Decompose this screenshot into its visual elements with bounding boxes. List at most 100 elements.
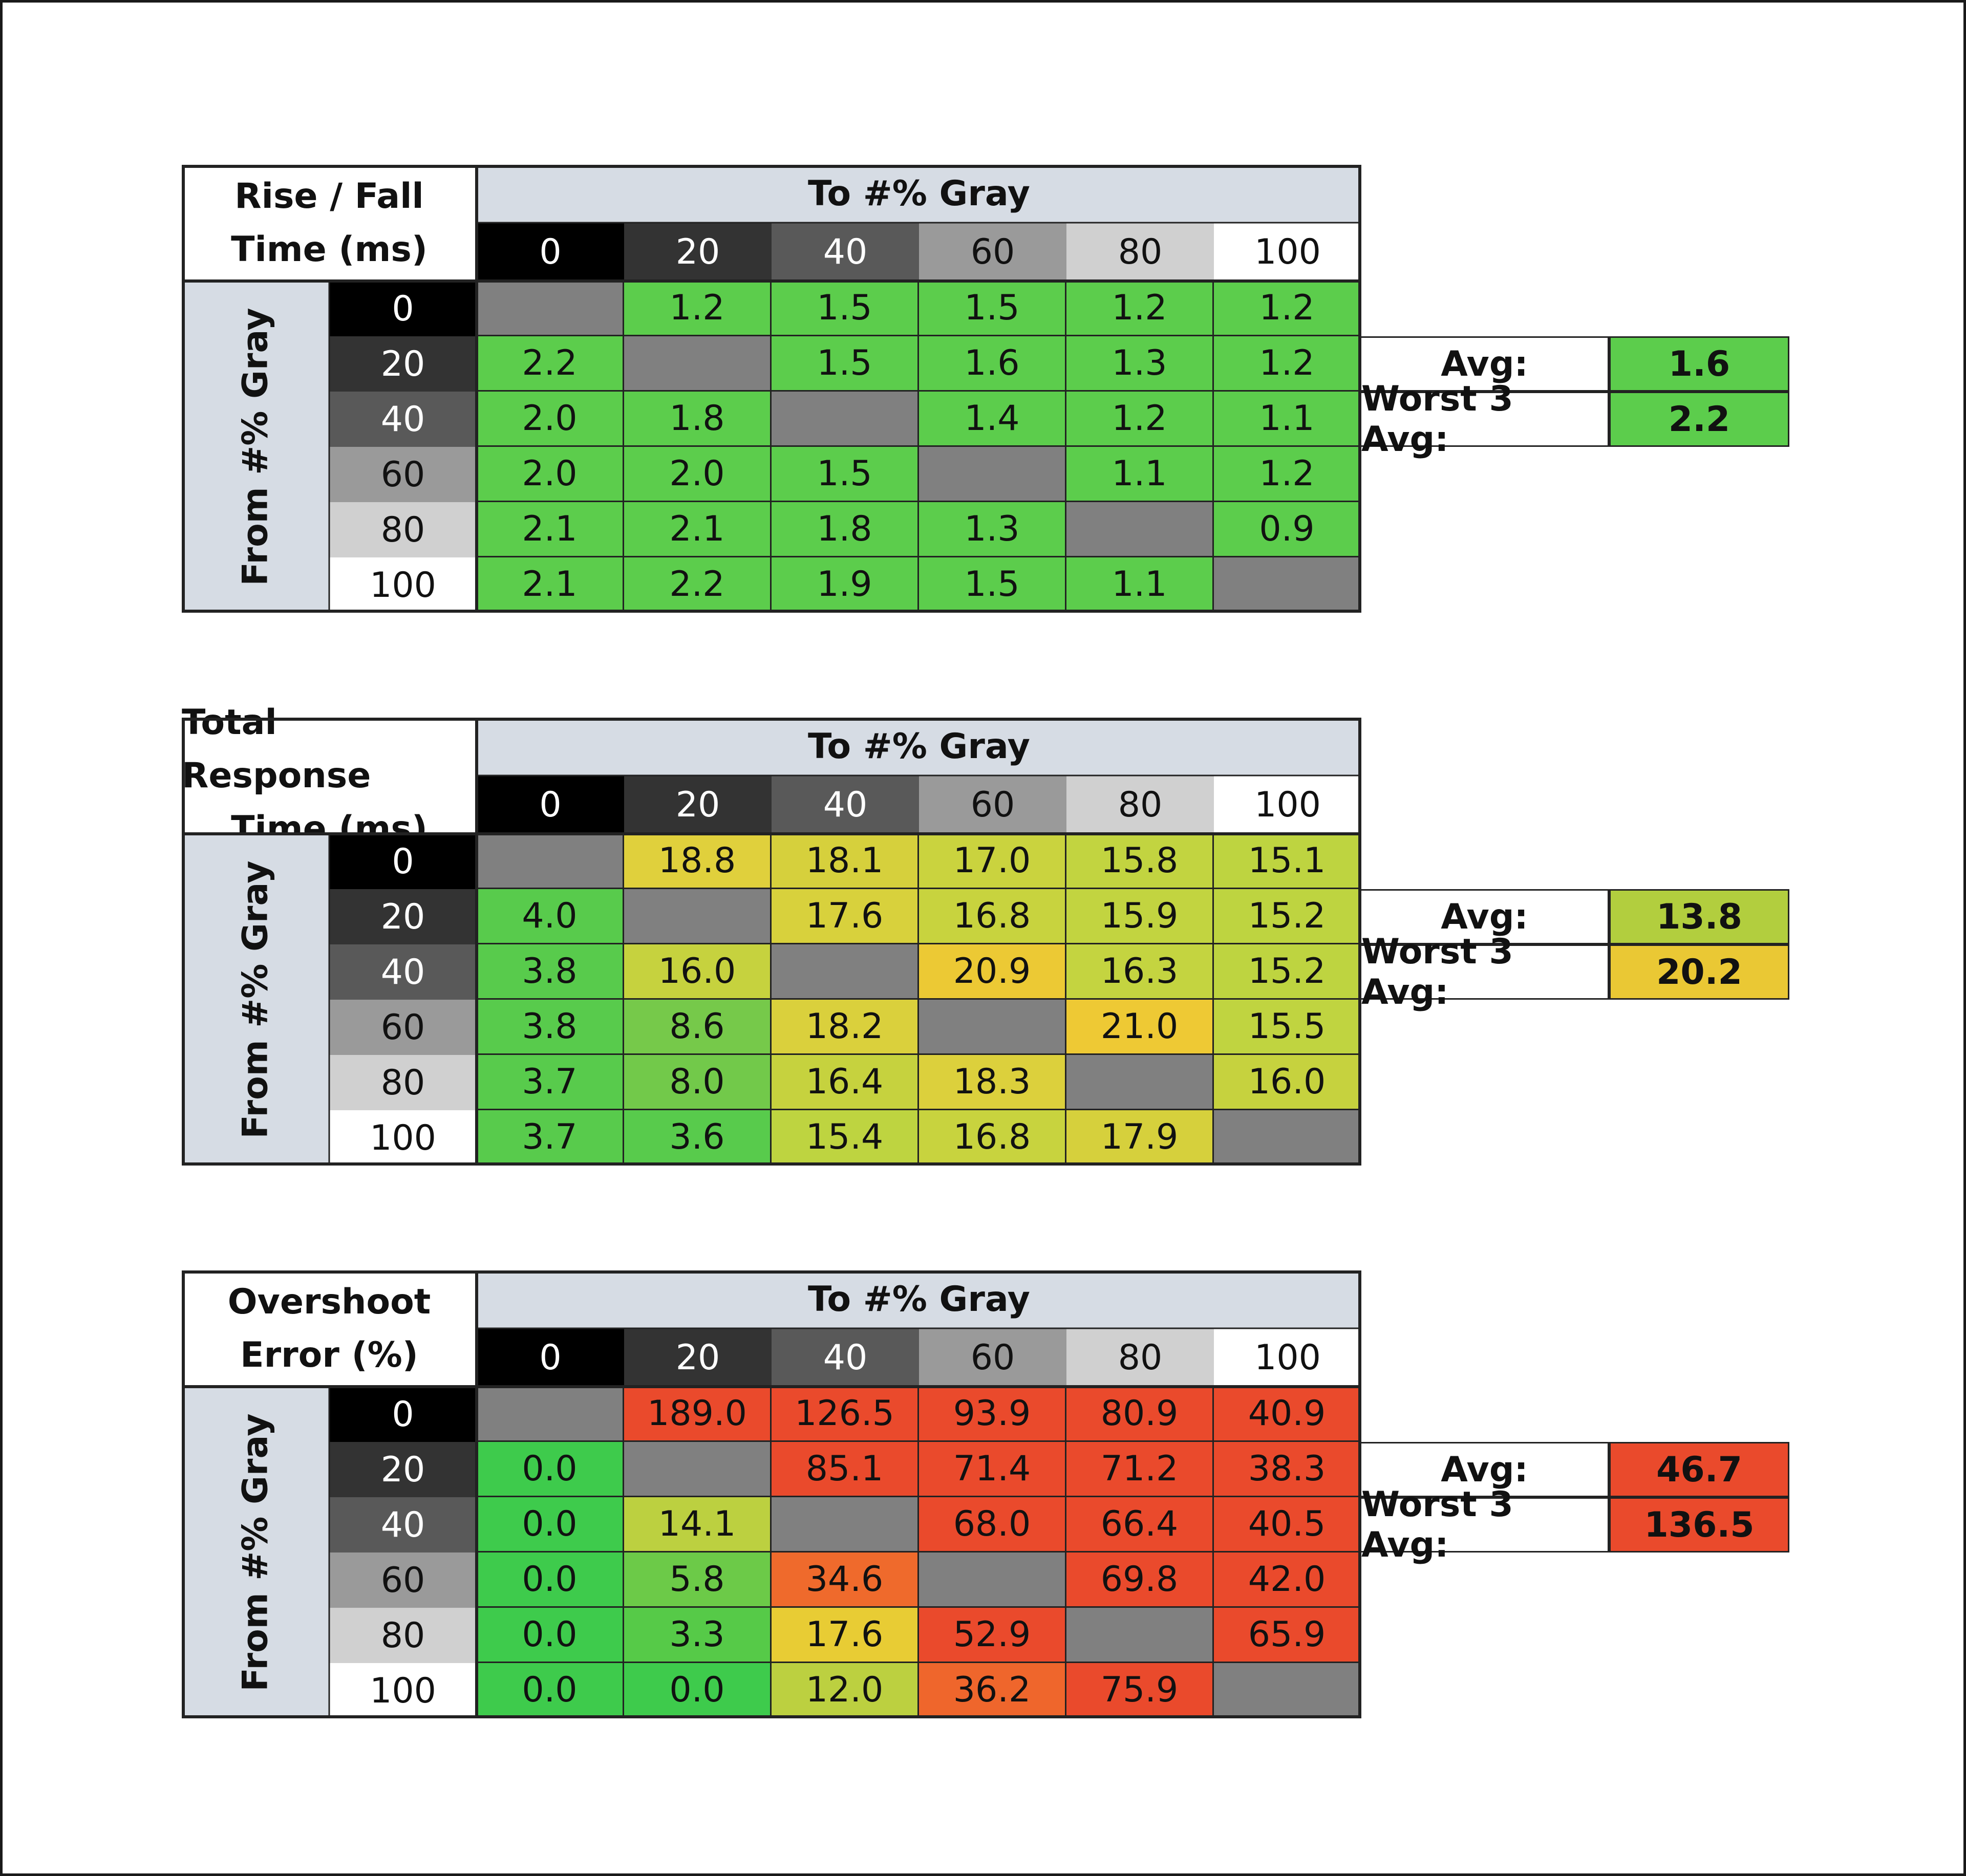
row-header-40: 40 [329, 944, 477, 1000]
cell-from-60-to-100: 42.0 [1214, 1552, 1361, 1608]
cell-from-20-to-100: 15.2 [1214, 889, 1361, 944]
col-header-40: 40 [772, 223, 919, 281]
cell-from-40-to-60: 1.4 [919, 392, 1066, 447]
cell-from-80-to-20: 2.1 [624, 502, 772, 557]
cell-from-0-to-60: 93.9 [919, 1387, 1066, 1442]
cell-from-60-to-60 [919, 447, 1066, 502]
cell-from-60-to-40: 1.5 [772, 447, 919, 502]
cell-from-0-to-0 [477, 281, 624, 336]
col-header-60: 60 [919, 775, 1066, 834]
cell-from-60-to-80: 69.8 [1066, 1552, 1214, 1608]
cell-from-20-to-100: 38.3 [1214, 1442, 1361, 1497]
cell-from-80-to-80 [1066, 502, 1214, 557]
to-gray-header: To #% Gray [477, 165, 1361, 223]
cell-from-100-to-40: 1.9 [772, 557, 919, 613]
cell-from-0-to-0 [477, 1387, 624, 1442]
cell-from-0-to-0 [477, 834, 624, 889]
cell-from-40-to-100: 15.2 [1214, 944, 1361, 1000]
row-header-80: 80 [329, 1055, 477, 1110]
row-header-0: 0 [329, 834, 477, 889]
cell-from-80-to-0: 3.7 [477, 1055, 624, 1110]
cell-from-40-to-20: 14.1 [624, 1497, 772, 1552]
to-gray-header: To #% Gray [477, 718, 1361, 775]
cell-from-60-to-20: 2.0 [624, 447, 772, 502]
avg-label: Avg: [1361, 1442, 1609, 1497]
cell-from-60-to-60 [919, 1552, 1066, 1608]
cell-from-0-to-20: 189.0 [624, 1387, 772, 1442]
cell-from-40-to-80: 66.4 [1066, 1497, 1214, 1552]
cell-from-40-to-80: 1.2 [1066, 392, 1214, 447]
avg-value: 13.8 [1609, 889, 1789, 944]
cell-from-40-to-20: 16.0 [624, 944, 772, 1000]
row-header-100: 100 [329, 1663, 477, 1718]
from-gray-header: From #% Gray [182, 281, 329, 613]
from-gray-header: From #% Gray [182, 834, 329, 1166]
cell-from-60-to-20: 8.6 [624, 1000, 772, 1055]
col-header-20: 20 [624, 223, 772, 281]
cell-from-40-to-100: 40.5 [1214, 1497, 1361, 1552]
row-header-60: 60 [329, 447, 477, 502]
worst-3-avg-value: 136.5 [1609, 1497, 1789, 1552]
cell-from-80-to-100: 0.9 [1214, 502, 1361, 557]
col-header-0: 0 [477, 223, 624, 281]
cell-from-100-to-100 [1214, 1663, 1361, 1718]
cell-from-40-to-60: 20.9 [919, 944, 1066, 1000]
cell-from-60-to-0: 3.8 [477, 1000, 624, 1055]
cell-from-40-to-0: 0.0 [477, 1497, 624, 1552]
cell-from-20-to-40: 17.6 [772, 889, 919, 944]
avg-label: Avg: [1361, 336, 1609, 392]
row-header-80: 80 [329, 1608, 477, 1663]
cell-from-0-to-80: 15.8 [1066, 834, 1214, 889]
stats-panel: Avg: 13.8 Worst 3 Avg: 20.2 [1361, 889, 1789, 1012]
from-gray-label: From #% Gray [235, 308, 276, 586]
cell-from-0-to-60: 1.5 [919, 281, 1066, 336]
cell-from-100-to-60: 36.2 [919, 1663, 1066, 1718]
cell-from-60-to-100: 1.2 [1214, 447, 1361, 502]
cell-from-20-to-0: 0.0 [477, 1442, 624, 1497]
cell-from-0-to-100: 1.2 [1214, 281, 1361, 336]
row-header-80: 80 [329, 502, 477, 557]
overshoot-error-grid: Overshoot Error (%) To #% Gray From #% G… [182, 1270, 1361, 1718]
table-title: Total Response Time (ms) [182, 702, 477, 849]
col-header-80: 80 [1066, 223, 1214, 281]
cell-from-40-to-20: 1.8 [624, 392, 772, 447]
cell-from-0-to-20: 18.8 [624, 834, 772, 889]
cell-from-80-to-100: 16.0 [1214, 1055, 1361, 1110]
table-title-line-1: Rise / Fall [234, 176, 424, 217]
from-gray-header: From #% Gray [182, 1387, 329, 1718]
cell-from-80-to-0: 2.1 [477, 502, 624, 557]
total-response-table: Total Response Time (ms) To #% Gray From… [182, 702, 1789, 1166]
row-header-40: 40 [329, 1497, 477, 1552]
cell-from-100-to-20: 0.0 [624, 1663, 772, 1718]
cell-from-100-to-60: 16.8 [919, 1110, 1066, 1166]
cell-from-20-to-0: 4.0 [477, 889, 624, 944]
worst-3-avg-label: Worst 3 Avg: [1361, 379, 1609, 460]
cell-from-80-to-20: 8.0 [624, 1055, 772, 1110]
cell-from-0-to-20: 1.2 [624, 281, 772, 336]
col-header-100: 100 [1214, 775, 1361, 834]
cell-from-0-to-40: 126.5 [772, 1387, 919, 1442]
row-header-100: 100 [329, 1110, 477, 1166]
cell-from-0-to-100: 15.1 [1214, 834, 1361, 889]
cell-from-100-to-80: 75.9 [1066, 1663, 1214, 1718]
cell-from-80-to-80 [1066, 1055, 1214, 1110]
cell-from-80-to-40: 16.4 [772, 1055, 919, 1110]
cell-from-20-to-100: 1.2 [1214, 336, 1361, 392]
cell-from-20-to-20 [624, 336, 772, 392]
col-header-0: 0 [477, 1328, 624, 1387]
col-header-60: 60 [919, 1328, 1066, 1387]
from-gray-label: From #% Gray [235, 1413, 276, 1692]
rise-fall-grid: Rise / Fall Time (ms) To #% Gray From #%… [182, 165, 1361, 613]
col-header-40: 40 [772, 775, 919, 834]
cell-from-60-to-0: 2.0 [477, 447, 624, 502]
worst-3-avg-label: Worst 3 Avg: [1361, 932, 1609, 1012]
cell-from-60-to-20: 5.8 [624, 1552, 772, 1608]
cell-from-40-to-0: 2.0 [477, 392, 624, 447]
col-header-100: 100 [1214, 223, 1361, 281]
cell-from-80-to-20: 3.3 [624, 1608, 772, 1663]
cell-from-0-to-60: 17.0 [919, 834, 1066, 889]
table-title-line-1: Overshoot [227, 1281, 431, 1322]
cell-from-40-to-60: 68.0 [919, 1497, 1066, 1552]
table-title: Rise / Fall Time (ms) [182, 165, 477, 281]
cell-from-40-to-40 [772, 392, 919, 447]
